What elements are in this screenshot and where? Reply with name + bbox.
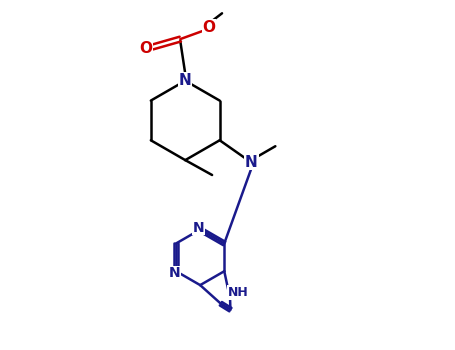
Text: N: N (192, 220, 204, 234)
Text: N: N (168, 266, 180, 280)
Text: O: O (139, 41, 152, 56)
Text: NH: NH (228, 286, 248, 299)
Text: N: N (179, 73, 192, 88)
Text: N: N (245, 155, 258, 170)
Text: O: O (202, 20, 216, 35)
